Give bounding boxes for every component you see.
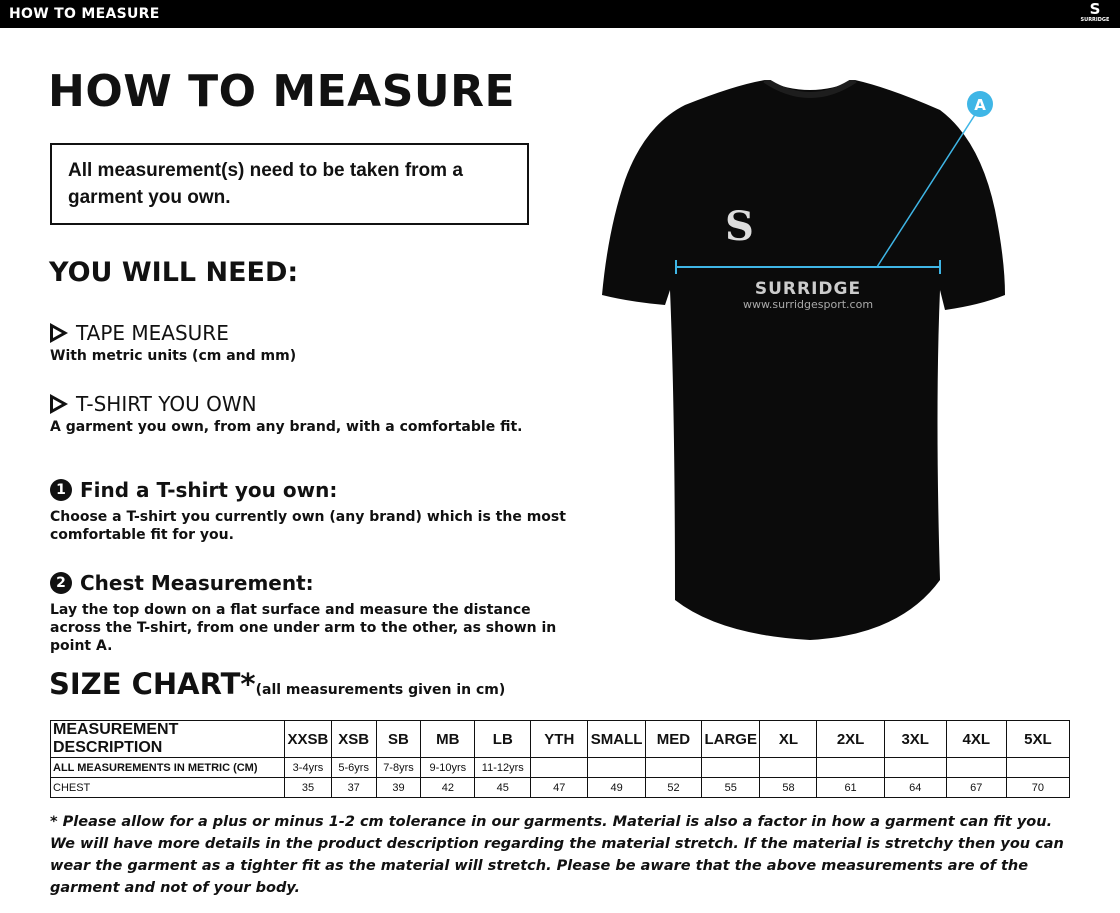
surridge-s-logo: S: [725, 203, 754, 250]
table-cell: 42: [420, 777, 476, 798]
column-header: 3XL: [883, 720, 947, 758]
column-header: MED: [644, 720, 702, 758]
table-cell: [759, 757, 818, 778]
table-cell: [700, 757, 761, 778]
column-header: LB: [474, 720, 532, 758]
table-cell: 39: [375, 777, 422, 798]
column-header: SMALL: [587, 720, 646, 758]
need-t-shirt: T-SHIRT YOU OWN A garment you own, from …: [50, 392, 522, 436]
step-desc: Choose a T-shirt you currently own (any …: [50, 509, 566, 543]
table-cell: 35: [284, 777, 332, 798]
table-cell: ALL MEASUREMENTS IN METRIC (CM): [49, 757, 286, 778]
table-cell: 49: [587, 777, 646, 798]
you-will-need-heading: YOU WILL NEED:: [49, 257, 299, 288]
table-cell: [945, 757, 1007, 778]
need-desc: With metric units (cm and mm): [50, 348, 297, 364]
table-cell: [883, 757, 947, 778]
column-header: XXSB: [284, 720, 332, 758]
column-header: 4XL: [945, 720, 1007, 758]
size-chart-heading: SIZE CHART*(all measurements given in cm…: [49, 667, 505, 701]
table-cell: 47: [530, 777, 589, 798]
table-cell: 3-4yrs: [284, 757, 332, 778]
column-header: MEASUREMENT DESCRIPTION: [49, 720, 286, 758]
top-bar-title: HOW TO MEASURE: [9, 6, 160, 22]
table-cell: [644, 757, 702, 778]
table-cell: 5-6yrs: [330, 757, 377, 778]
table-cell: 58: [759, 777, 818, 798]
table-cell: CHEST: [49, 777, 286, 798]
column-header: YTH: [530, 720, 589, 758]
column-header: SB: [375, 720, 422, 758]
step-title: Chest Measurement:: [80, 571, 314, 595]
column-header: 2XL: [816, 720, 885, 758]
footnote: * Please allow for a plus or minus 1-2 c…: [50, 814, 1064, 896]
table-cell: 52: [644, 777, 702, 798]
size-chart-table: MEASUREMENT DESCRIPTION XXSB XSB SB MB LB YTH S…: [49, 720, 1071, 798]
step-number-icon: 1: [50, 479, 72, 501]
table-cell: 64: [883, 777, 947, 798]
column-header: XSB: [330, 720, 377, 758]
need-desc: A garment you own, from any brand, with …: [50, 419, 523, 435]
table-cell: [1005, 757, 1071, 778]
step-1: 1 Find a T-shirt you own: Choose a T-shir…: [50, 478, 580, 544]
table-cell: 37: [330, 777, 377, 798]
shirt-url: www.surridgesport.com: [743, 298, 873, 311]
table-cell: 55: [700, 777, 761, 798]
marker-a: A: [974, 96, 986, 114]
size-chart-title: SIZE CHART*: [49, 667, 256, 701]
table-row: ALL MEASUREMENTS IN METRIC (CM) 3-4yrs 5-6…: [49, 757, 1071, 778]
surridge-logo: S SURRIDGE: [1080, 0, 1110, 24]
table-cell: [587, 757, 646, 778]
table-cell: 67: [945, 777, 1007, 798]
step-number-icon: 2: [50, 572, 72, 594]
t-shirt-illustration: S A SURRIDGE www.surridgesport.com: [602, 80, 1005, 640]
column-header: LARGE: [700, 720, 761, 758]
column-header: XL: [759, 720, 818, 758]
table-cell: [816, 757, 885, 778]
table-row: CHEST 35 37 39 42 45 47 49 52 55 58 61 64 67 70: [49, 777, 1071, 798]
table-cell: 7-8yrs: [375, 757, 422, 778]
need-title: T-SHIRT YOU OWN: [76, 392, 257, 416]
table-row: MEASUREMENT DESCRIPTION XXSB XSB SB MB LB YTH S…: [49, 720, 1071, 758]
need-title: TAPE MEASURE: [76, 321, 229, 345]
table-cell: [530, 757, 589, 778]
table-cell: 9-10yrs: [420, 757, 476, 778]
column-header: 5XL: [1005, 720, 1071, 758]
step-2: 2 Chest Measurement: Lay the top down on …: [50, 571, 580, 655]
column-header: MB: [420, 720, 476, 758]
page-title: HOW TO MEASURE: [48, 66, 516, 117]
size-chart-subtitle: (all measurements given in cm): [255, 682, 506, 698]
triangle-arrow-icon: [50, 394, 68, 414]
notice-box: All measurement(s) need to be taken from…: [50, 143, 529, 225]
table-cell: 11-12yrs: [474, 757, 532, 778]
table-cell: 70: [1005, 777, 1071, 798]
triangle-arrow-icon: [50, 323, 68, 343]
top-bar: HOW TO MEASURE S SURRIDGE: [0, 0, 1120, 28]
need-tape-measure: TAPE MEASURE With metric units (cm and m…: [50, 321, 296, 365]
shirt-brand: SURRIDGE: [755, 279, 861, 299]
table-cell: 61: [816, 777, 885, 798]
step-desc: Lay the top down on a flat surface and m…: [50, 602, 557, 654]
step-title: Find a T-shirt you own:: [80, 478, 338, 502]
table-cell: 45: [474, 777, 532, 798]
